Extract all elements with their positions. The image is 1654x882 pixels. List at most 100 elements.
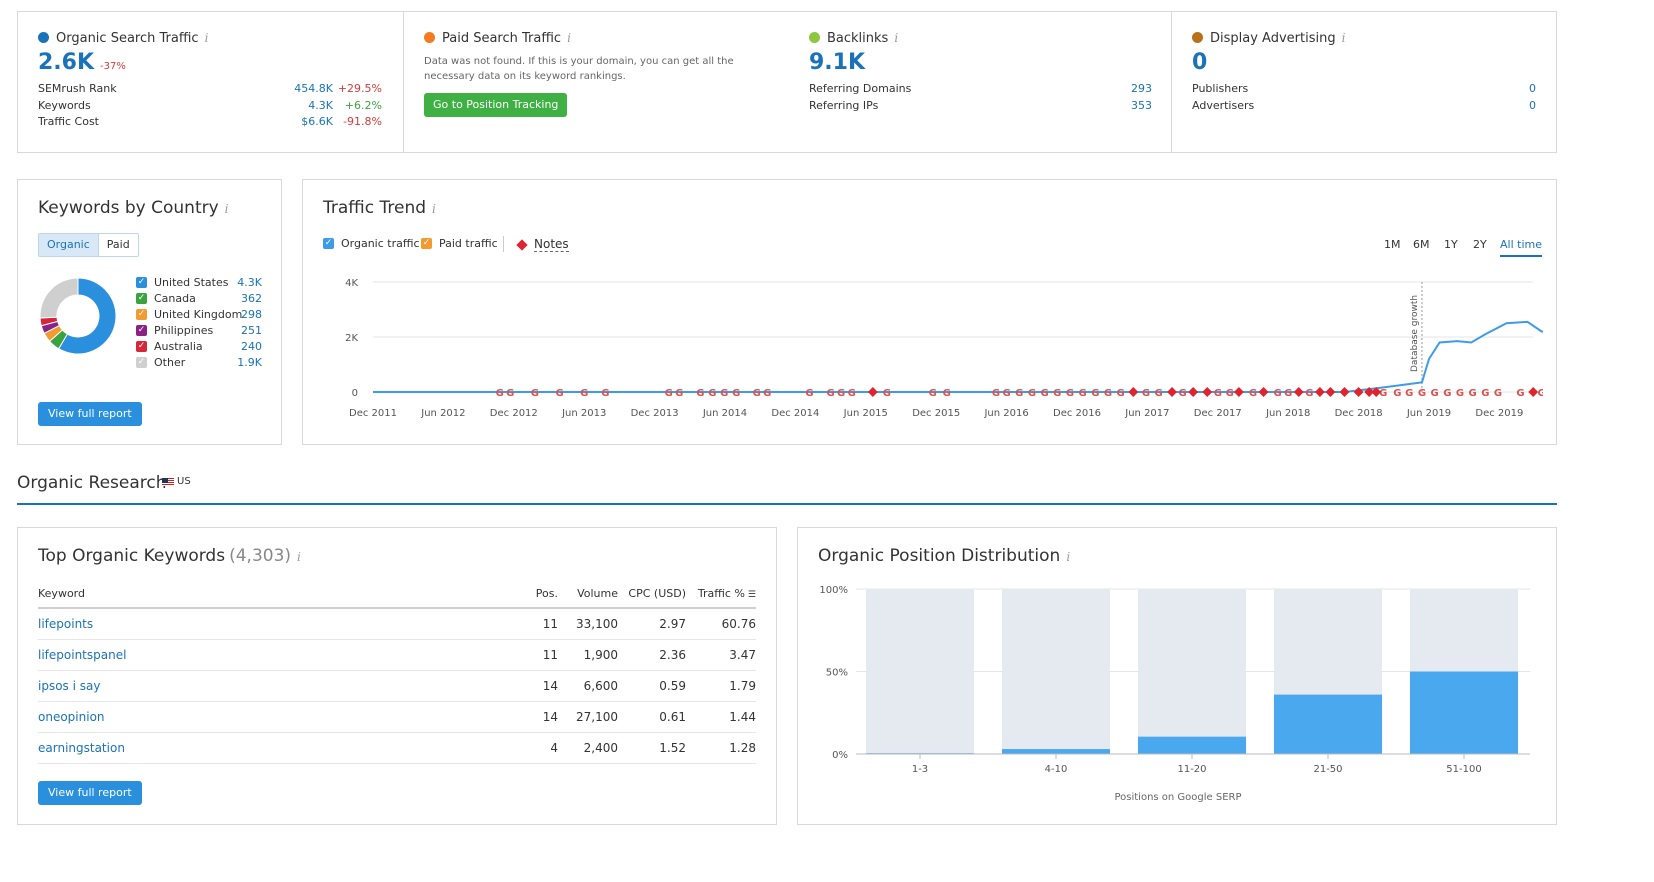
google-update-icon[interactable]: G bbox=[753, 388, 761, 399]
organic-traffic-line[interactable] bbox=[373, 288, 1543, 393]
google-update-icon[interactable]: G bbox=[837, 388, 845, 399]
checkbox-icon[interactable]: ✓ bbox=[136, 293, 147, 304]
info-icon[interactable]: i bbox=[224, 202, 229, 216]
display-title[interactable]: Display Advertising i bbox=[1192, 31, 1345, 46]
info-icon[interactable]: i bbox=[1066, 550, 1071, 564]
google-update-icon[interactable]: G bbox=[1066, 388, 1074, 399]
checkbox-icon[interactable]: ✓ bbox=[421, 238, 432, 249]
country-legend-item[interactable]: ✓ United Kingdom bbox=[136, 308, 242, 321]
google-update-icon[interactable]: G bbox=[805, 388, 813, 399]
google-update-icon[interactable]: G bbox=[1142, 388, 1150, 399]
google-update-icon[interactable]: G bbox=[1456, 388, 1464, 399]
google-update-icon[interactable]: G bbox=[1155, 388, 1163, 399]
col-cpc[interactable]: CPC (USD) bbox=[618, 580, 686, 609]
keyword-link[interactable]: earningstation bbox=[38, 732, 518, 764]
info-icon[interactable]: i bbox=[894, 31, 899, 45]
country-value[interactable]: 240 bbox=[241, 340, 262, 353]
legend-organic-traffic[interactable]: ✓ Organic traffic bbox=[323, 237, 420, 250]
checkbox-icon[interactable]: ✓ bbox=[136, 309, 147, 320]
google-update-icon[interactable]: G bbox=[1028, 388, 1036, 399]
google-update-icon[interactable]: G bbox=[1494, 388, 1502, 399]
note-marker-icon[interactable] bbox=[1293, 387, 1304, 397]
country-legend-item[interactable]: ✓ Australia bbox=[136, 340, 203, 353]
note-marker-icon[interactable] bbox=[1353, 387, 1364, 397]
google-update-icon[interactable]: G bbox=[1091, 388, 1099, 399]
note-marker-icon[interactable] bbox=[1314, 387, 1325, 397]
range-6m[interactable]: 6M bbox=[1413, 238, 1430, 251]
checkbox-icon[interactable]: ✓ bbox=[323, 238, 334, 249]
google-update-icon[interactable]: G bbox=[929, 388, 937, 399]
view-full-report-button[interactable]: View full report bbox=[38, 781, 142, 805]
range-1m[interactable]: 1M bbox=[1384, 238, 1401, 251]
summary-row-value[interactable]: 0 bbox=[1529, 98, 1536, 112]
note-marker-icon[interactable] bbox=[867, 387, 878, 397]
donut-slice[interactable] bbox=[57, 277, 117, 355]
google-update-icon[interactable]: G bbox=[1393, 388, 1401, 399]
google-update-icon[interactable]: G bbox=[555, 388, 563, 399]
summary-row-value[interactable]: 454.8K bbox=[294, 82, 333, 95]
google-update-icon[interactable]: G bbox=[506, 388, 514, 399]
backlinks-title[interactable]: Backlinks i bbox=[809, 31, 898, 46]
note-marker-icon[interactable] bbox=[1128, 387, 1139, 397]
country-value[interactable]: 4.3K bbox=[237, 276, 262, 289]
google-update-icon[interactable]: G bbox=[732, 388, 740, 399]
organic-value[interactable]: 2.6K -37% bbox=[38, 50, 126, 75]
checkbox-icon[interactable]: ✓ bbox=[136, 341, 147, 352]
google-update-icon[interactable]: G bbox=[1117, 388, 1125, 399]
google-update-icon[interactable]: G bbox=[992, 388, 1000, 399]
google-update-icon[interactable]: G bbox=[943, 388, 951, 399]
note-marker-icon[interactable] bbox=[1528, 387, 1539, 397]
position-bar[interactable] bbox=[1274, 694, 1382, 754]
checkbox-icon[interactable]: ✓ bbox=[136, 357, 147, 368]
country-value[interactable]: 251 bbox=[241, 324, 262, 337]
google-update-icon[interactable]: G bbox=[1405, 388, 1413, 399]
keyword-link[interactable]: ipsos i say bbox=[38, 670, 518, 702]
checkbox-icon[interactable]: ✓ bbox=[136, 277, 147, 288]
google-update-icon[interactable]: G bbox=[496, 388, 504, 399]
summary-row-value[interactable]: 293 bbox=[1131, 82, 1152, 95]
google-update-icon[interactable]: G bbox=[1249, 388, 1257, 399]
col-keyword[interactable]: Keyword bbox=[38, 580, 518, 609]
col-traffic[interactable]: Traffic % ☰ bbox=[686, 580, 756, 609]
google-update-icon[interactable]: G bbox=[1481, 388, 1489, 399]
keyword-link[interactable]: lifepoints bbox=[38, 608, 518, 640]
google-update-icon[interactable]: G bbox=[1104, 388, 1112, 399]
note-marker-icon[interactable] bbox=[1258, 387, 1269, 397]
note-marker-icon[interactable] bbox=[1233, 387, 1244, 397]
google-update-icon[interactable]: G bbox=[1538, 388, 1543, 399]
google-update-icon[interactable]: G bbox=[1178, 388, 1186, 399]
info-icon[interactable]: i bbox=[567, 31, 571, 45]
legend-notes[interactable]: Notes bbox=[516, 237, 569, 252]
google-update-icon[interactable]: G bbox=[665, 388, 673, 399]
range-1y[interactable]: 1Y bbox=[1444, 238, 1458, 251]
google-update-icon[interactable]: G bbox=[1079, 388, 1087, 399]
country-legend-item[interactable]: ✓ United States bbox=[136, 276, 229, 289]
range-2y[interactable]: 2Y bbox=[1473, 238, 1487, 251]
note-marker-icon[interactable] bbox=[1202, 387, 1213, 397]
tab-organic[interactable]: Organic bbox=[39, 234, 99, 256]
backlinks-value[interactable]: 9.1K bbox=[809, 50, 866, 75]
tab-paid[interactable]: Paid bbox=[106, 238, 130, 251]
google-update-icon[interactable]: G bbox=[1516, 388, 1524, 399]
google-update-icon[interactable]: G bbox=[1284, 388, 1292, 399]
google-update-icon[interactable]: G bbox=[848, 388, 856, 399]
google-update-icon[interactable]: G bbox=[1274, 388, 1282, 399]
summary-row-value[interactable]: 0 bbox=[1529, 82, 1536, 95]
summary-row-value[interactable]: 4.3K bbox=[308, 98, 333, 112]
sort-icon[interactable]: ☰ bbox=[747, 590, 756, 600]
position-bar[interactable] bbox=[1410, 671, 1518, 755]
range-all-time[interactable]: All time bbox=[1500, 238, 1542, 257]
google-update-icon[interactable]: G bbox=[1379, 388, 1387, 399]
view-full-report-button[interactable]: View full report bbox=[38, 402, 142, 426]
google-update-icon[interactable]: G bbox=[675, 388, 683, 399]
donut-slice[interactable] bbox=[39, 277, 79, 319]
info-icon[interactable]: i bbox=[432, 202, 436, 216]
note-marker-icon[interactable] bbox=[1167, 387, 1177, 397]
col-pos[interactable]: Pos. bbox=[518, 580, 558, 609]
country-value[interactable]: 362 bbox=[241, 292, 262, 305]
google-update-icon[interactable]: G bbox=[708, 388, 716, 399]
google-update-icon[interactable]: G bbox=[1015, 388, 1023, 399]
google-update-icon[interactable]: G bbox=[1418, 388, 1426, 399]
note-marker-icon[interactable] bbox=[1339, 387, 1350, 397]
paid-title[interactable]: Paid Search Traffic i bbox=[424, 31, 571, 46]
